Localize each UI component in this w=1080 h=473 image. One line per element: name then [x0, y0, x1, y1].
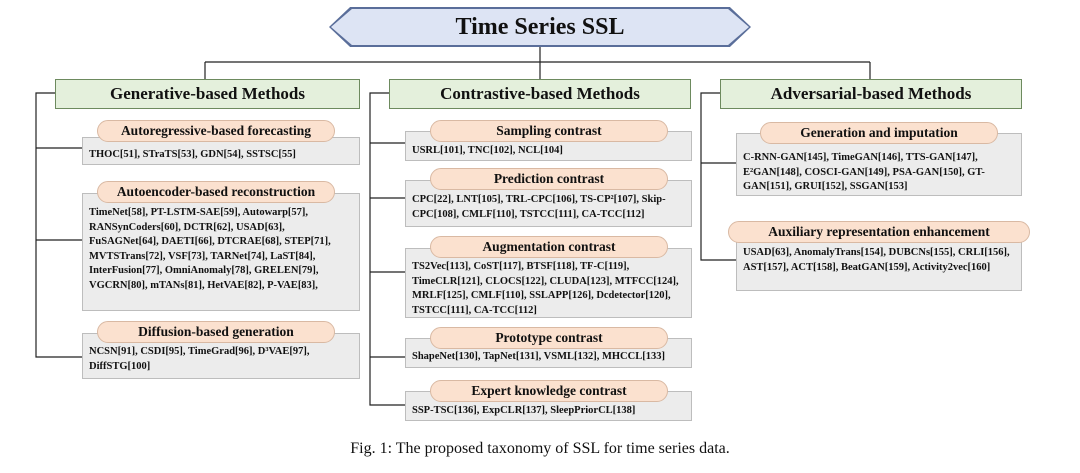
method-list: USRL[101], TNC[102], NCL[104]	[412, 145, 563, 156]
subcategory-label-generation: Generation and imputation	[760, 122, 998, 144]
method-list: TimeNet[58], PT-LSTM-SAE[59], Autowarp[5…	[89, 207, 331, 291]
subcategory-box-autoencoder: TimeNet[58], PT-LSTM-SAE[59], Autowarp[5…	[82, 193, 360, 311]
subcategory-label-prediction: Prediction contrast	[430, 168, 668, 190]
subcategory-label-autoencoder: Autoencoder-based reconstruction	[97, 181, 335, 203]
subcategory-label-prototype: Prototype contrast	[430, 327, 668, 349]
method-list: SSP-TSC[136], ExpCLR[137], SleepPriorCL[…	[412, 405, 636, 416]
subcategory-label-sampling: Sampling contrast	[430, 120, 668, 142]
subcategory-label-autoregressive: Autoregressive-based forecasting	[97, 120, 335, 142]
subcategory-box-augmentation: TS2Vec[113], CoST[117], BTSF[118], TF-C[…	[405, 248, 692, 318]
subcategory-label-augmentation: Augmentation contrast	[430, 236, 668, 258]
method-list: C-RNN-GAN[145], TimeGAN[146], TTS-GAN[14…	[743, 152, 985, 192]
method-list: TS2Vec[113], CoST[117], BTSF[118], TF-C[…	[412, 261, 679, 316]
subcategory-label-diffusion: Diffusion-based generation	[97, 321, 335, 343]
category-generative: Generative-based Methods	[55, 79, 360, 109]
category-adversarial: Adversarial-based Methods	[720, 79, 1022, 109]
method-list: THOC[51], STraTS[53], GDN[54], SSTSC[55]	[89, 149, 296, 160]
figure-caption: Fig. 1: The proposed taxonomy of SSL for…	[350, 440, 730, 457]
method-list: CPC[22], LNT[105], TRL-CPC[106], TS-CP²[…	[412, 194, 666, 220]
method-list: ShapeNet[130], TapNet[131], VSML[132], M…	[412, 351, 665, 362]
method-list: USAD[63], AnomalyTrans[154], DUBCNs[155]…	[743, 247, 1010, 273]
category-contrastive: Contrastive-based Methods	[389, 79, 691, 109]
root-node-title: Time Series SSL	[331, 9, 749, 45]
subcategory-label-auxiliary: Auxiliary representation enhancement	[728, 221, 1030, 243]
method-list: NCSN[91], CSDI[95], TimeGrad[96], D³VAE[…	[89, 346, 310, 372]
subcategory-label-expert: Expert knowledge contrast	[430, 380, 668, 402]
